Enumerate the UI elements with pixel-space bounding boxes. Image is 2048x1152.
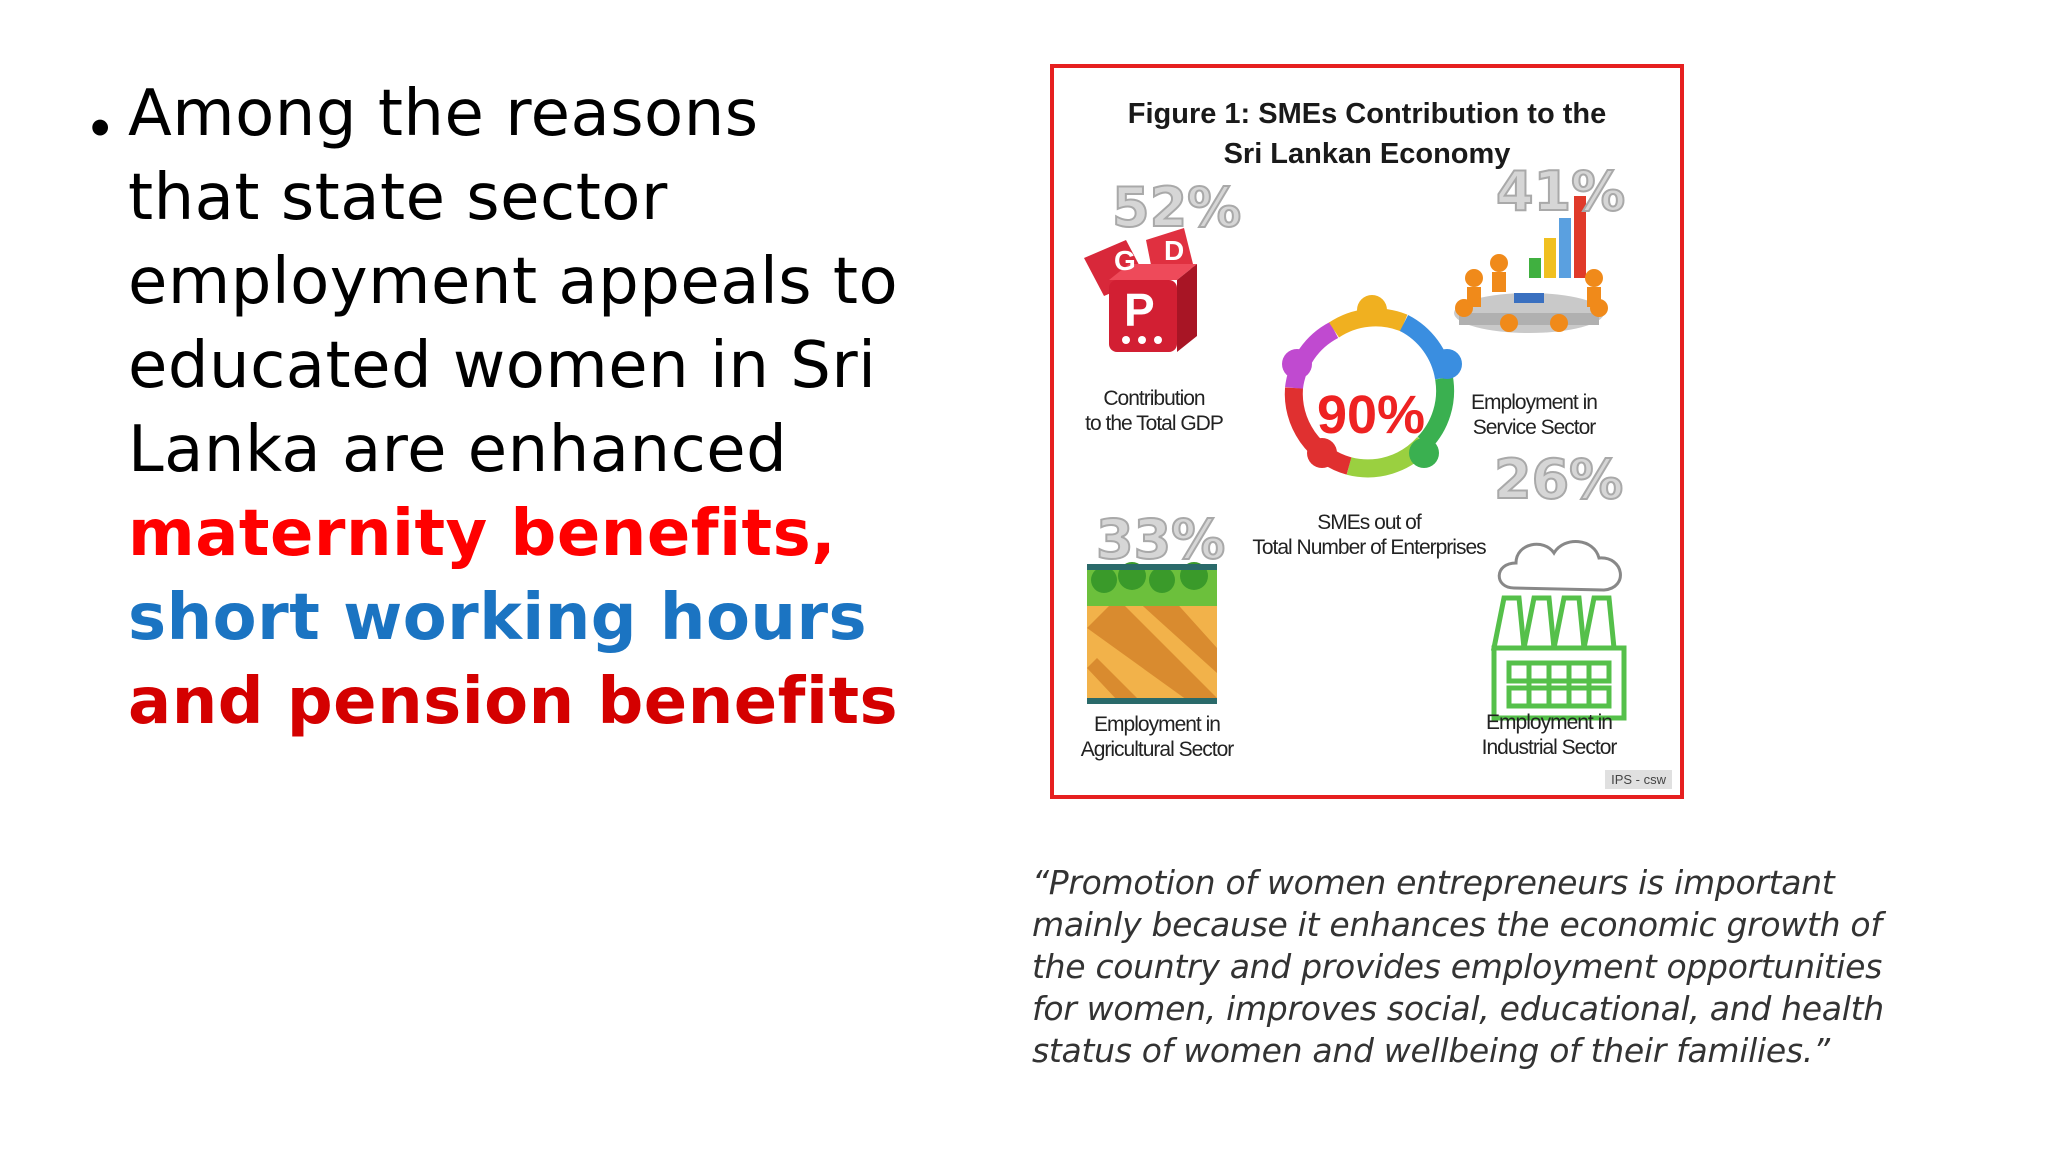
industrial-percentage: 26% bbox=[1493, 447, 1624, 512]
source-credit: IPS - csw bbox=[1605, 770, 1672, 789]
emphasis-maternity: maternity benefits, bbox=[128, 497, 836, 571]
agri-caption-line: Employment in bbox=[1094, 713, 1221, 736]
figure-title-line: Sri Lankan Economy bbox=[1223, 138, 1511, 170]
center-caption: SMEs out of Total Number of Enterprises bbox=[1224, 510, 1514, 560]
bullet-point: • Among the reasons that state sector em… bbox=[90, 72, 930, 744]
agri-percentage: 33% bbox=[1095, 507, 1226, 572]
gdp-caption-line: to the Total GDP bbox=[1085, 412, 1224, 435]
agri-caption-line: Agricultural Sector bbox=[1080, 738, 1235, 761]
infographic-illustrations: G D P bbox=[1084, 196, 1627, 721]
quote-line: for women, improves social, educational,… bbox=[1032, 989, 1884, 1028]
figure-title-line: Figure 1: SMEs Contribution to the bbox=[1127, 98, 1607, 130]
bullet-line: Among the reasons bbox=[128, 77, 759, 151]
emphasis-pension: and pension benefits bbox=[128, 665, 899, 739]
quote-line: “Promotion of women entrepreneurs is imp… bbox=[1032, 863, 1835, 902]
quote-block: “Promotion of women entrepreneurs is imp… bbox=[1032, 862, 1932, 1072]
service-percentage: 41% bbox=[1495, 159, 1626, 224]
dice-letter-d: D bbox=[1164, 235, 1184, 266]
industrial-caption-line: Industrial Sector bbox=[1481, 736, 1618, 759]
center-caption-line: SMEs out of bbox=[1317, 511, 1421, 534]
meeting-chart-icon bbox=[1454, 196, 1608, 333]
gdp-caption: Contribution to the Total GDP bbox=[1074, 386, 1234, 436]
service-caption-line: Employment in bbox=[1471, 391, 1598, 414]
sme-infographic: Figure 1: SMEs Contribution to the Sri L… bbox=[1050, 64, 1684, 799]
industrial-caption: Employment in Industrial Sector bbox=[1464, 710, 1634, 760]
agri-caption: Employment in Agricultural Sector bbox=[1062, 712, 1252, 762]
bullet-line: Lanka are enhanced bbox=[128, 413, 788, 487]
gdp-percentage: 52% bbox=[1111, 175, 1242, 240]
bullet-line: educated women in Sri bbox=[128, 329, 877, 403]
center-percentage: 90% bbox=[1316, 385, 1426, 445]
bullet-dot-icon: • bbox=[90, 95, 111, 160]
dice-letter-p: P bbox=[1124, 284, 1155, 336]
gdp-caption-line: Contribution bbox=[1103, 387, 1205, 410]
emphasis-working-hours: short working hours bbox=[128, 581, 868, 655]
center-caption-line: Total Number of Enterprises bbox=[1252, 536, 1486, 559]
quote-line: status of women and wellbeing of their f… bbox=[1032, 1031, 1830, 1070]
gdp-dice-icon: G D P bbox=[1084, 228, 1197, 352]
bullet-line: employment appeals to bbox=[128, 245, 899, 319]
farm-field-icon bbox=[1087, 562, 1217, 704]
quote-line: the country and provides employment oppo… bbox=[1032, 947, 1883, 986]
service-caption-line: Service Sector bbox=[1472, 416, 1597, 439]
dice-letter-g: G bbox=[1114, 245, 1136, 276]
figure-title: Figure 1: SMEs Contribution to the Sri L… bbox=[1054, 94, 1680, 174]
quote-line: mainly because it enhances the economic … bbox=[1032, 905, 1882, 944]
service-caption: Employment in Service Sector bbox=[1454, 390, 1614, 440]
industrial-caption-line: Employment in bbox=[1486, 711, 1613, 734]
factory-icon bbox=[1490, 540, 1627, 721]
bullet-text: Among the reasons that state sector empl… bbox=[128, 72, 930, 744]
bullet-line: that state sector bbox=[128, 161, 668, 235]
